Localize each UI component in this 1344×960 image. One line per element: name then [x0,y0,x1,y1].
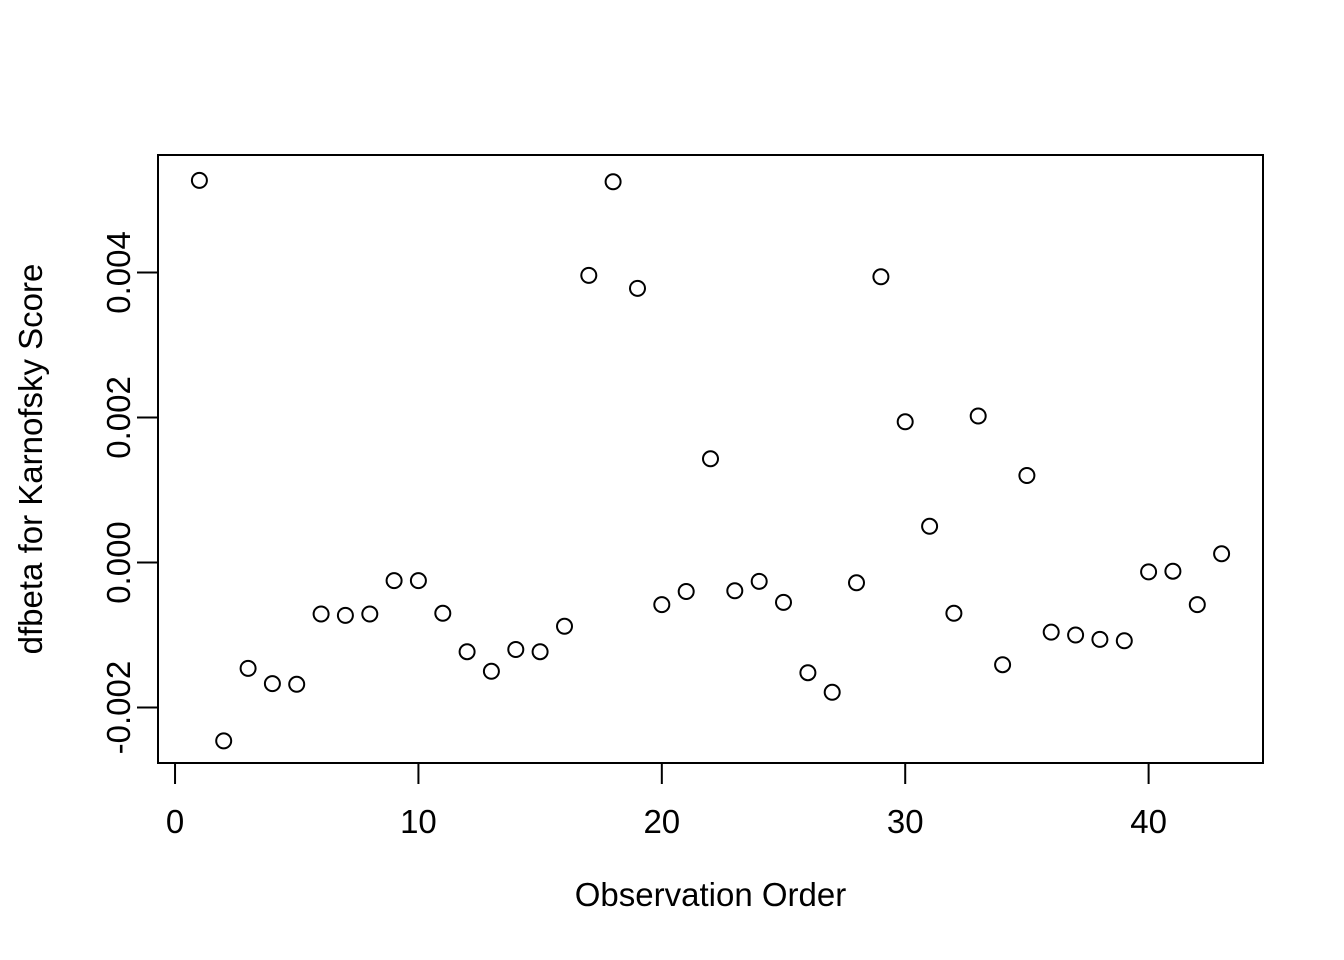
data-point-obs-43 [1213,545,1231,563]
plot-border [157,154,1264,764]
data-point-obs-38 [1091,630,1109,648]
data-point-obs-40 [1140,563,1158,581]
x-axis-tick-label: 20 [643,803,680,840]
data-point-obs-1 [190,171,208,189]
data-point-obs-28 [848,574,865,592]
data-point-obs-21 [677,583,695,600]
data-point-obs-41 [1164,562,1182,580]
data-point-obs-4 [263,675,281,693]
data-point-obs-19 [629,279,646,297]
data-point-obs-9 [385,572,403,590]
data-point-obs-18 [604,173,622,191]
y-axis-tick-label: 0.000 [100,521,137,604]
data-point-obs-23 [726,582,744,600]
data-point-obs-5 [288,675,306,693]
y-axis-title: dfbeta for Karnofsky Score [12,264,49,655]
data-point-obs-13 [482,662,500,680]
data-point-obs-34 [994,656,1012,674]
x-axis-title: Observation Order [575,876,846,913]
data-point-obs-15 [531,643,549,661]
y-axis-tick-label: -0.002 [100,661,137,755]
data-point-obs-29 [872,268,890,286]
data-point-obs-6 [312,605,330,623]
data-point-obs-3 [239,659,257,677]
x-axis-tick-label: 0 [166,803,184,840]
x-axis-tick-label: 10 [400,803,437,840]
data-point-obs-14 [507,641,525,658]
data-point-obs-42 [1188,596,1206,614]
data-point-obs-8 [361,605,379,623]
data-point-obs-26 [799,664,817,682]
data-point-obs-35 [1018,467,1036,484]
data-point-obs-10 [409,572,427,590]
data-point-obs-27 [823,683,841,701]
data-point-obs-20 [653,596,671,614]
data-point-obs-7 [336,606,354,624]
data-point-obs-31 [921,517,939,535]
data-point-obs-37 [1067,626,1085,644]
data-point-obs-32 [945,604,963,622]
data-point-obs-17 [580,266,598,284]
y-axis-tick-label: 0.004 [100,231,137,314]
data-point-obs-16 [556,617,573,635]
data-point-obs-22 [702,450,719,468]
data-point-obs-2 [215,732,233,750]
x-axis-tick-label: 30 [887,803,924,840]
data-point-obs-39 [1115,632,1133,650]
data-point-obs-36 [1042,623,1060,641]
data-point-obs-30 [896,413,914,431]
data-point-obs-25 [775,593,792,611]
data-point-obs-24 [750,572,768,590]
data-point-obs-11 [434,604,452,622]
data-point-obs-12 [458,643,476,661]
y-axis-tick-label: 0.002 [100,376,137,459]
data-point-obs-33 [969,407,987,425]
x-axis-tick-label: 40 [1130,803,1167,840]
